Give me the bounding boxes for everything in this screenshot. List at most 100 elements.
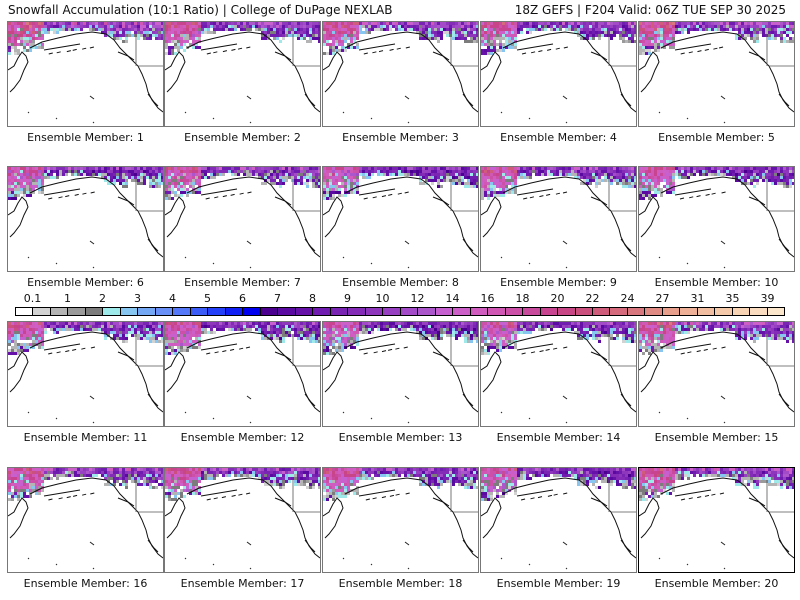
snowfall-cell <box>732 325 735 328</box>
snowfall-cell <box>663 334 666 337</box>
snowfall-cell <box>639 328 642 331</box>
snowfall-cell <box>255 22 258 25</box>
snowfall-cell <box>306 22 309 25</box>
snowfall-cell <box>234 322 237 325</box>
snowfall-cell <box>422 331 425 334</box>
snowfall-cell <box>335 43 338 46</box>
snowfall-cell <box>252 170 255 173</box>
snowfall-cell <box>771 25 774 28</box>
snowfall-cell <box>17 25 20 28</box>
snowfall-cell <box>291 325 294 328</box>
snowfall-cell <box>174 331 177 334</box>
snowfall-cell <box>14 489 17 492</box>
snowfall-cell <box>657 322 660 325</box>
snowfall-cell <box>628 176 631 179</box>
snowfall-cell <box>443 179 446 182</box>
snowfall-cell <box>158 331 161 334</box>
snowfall-cell <box>461 170 464 173</box>
snowfall-cell <box>648 40 651 43</box>
snowfall-cell <box>496 22 499 25</box>
snowfall-cell <box>350 340 353 343</box>
snowfall-cell <box>149 474 152 477</box>
snowfall-cell <box>669 176 672 179</box>
snowfall-cell <box>107 170 110 173</box>
snowfall-cell <box>437 34 440 37</box>
snowfall-cell <box>425 334 428 337</box>
snowfall-cell <box>678 176 681 179</box>
snowfall-cell <box>326 340 329 343</box>
snowfall-cell <box>496 28 499 31</box>
snowfall-cell <box>116 468 119 471</box>
snowfall-cell <box>267 31 270 34</box>
snowfall-cell <box>146 477 149 480</box>
snowfall-cell <box>705 170 708 173</box>
snowfall-cell <box>499 325 502 328</box>
snowfall-cell <box>461 37 464 40</box>
snowfall-cell <box>38 343 41 346</box>
snowfall-cell <box>786 179 789 182</box>
snowfall-cell <box>92 468 95 471</box>
snowfall-cell <box>577 325 580 328</box>
snowfall-cell <box>329 28 332 31</box>
snowfall-cell <box>422 182 425 185</box>
snowfall-cell <box>508 334 511 337</box>
snowfall-cell <box>744 28 747 31</box>
snowfall-cell <box>625 22 628 25</box>
snowfall-cell <box>177 43 180 46</box>
snowfall-cell <box>401 322 404 325</box>
snowfall-cell <box>484 179 487 182</box>
snowfall-cell <box>380 22 383 25</box>
snowfall-cell <box>726 322 729 325</box>
snowfall-cell <box>386 170 389 173</box>
snowfall-cell <box>125 337 128 340</box>
snowfall-cell <box>520 28 523 31</box>
snowfall-cell <box>180 25 183 28</box>
aleutian-island <box>65 350 70 353</box>
snowfall-cell <box>152 185 155 188</box>
snowfall-cell <box>273 22 276 25</box>
snowfall-cell <box>219 22 222 25</box>
snowfall-cell <box>642 52 645 55</box>
snowfall-cell <box>493 34 496 37</box>
snowfall-cell <box>410 167 413 170</box>
snowfall-cell <box>496 322 499 325</box>
snowfall-cell <box>505 34 508 37</box>
snowfall-cell <box>669 334 672 337</box>
snowfall-cell <box>786 340 789 343</box>
snowfall-cell <box>41 182 44 185</box>
snowfall-cell <box>669 331 672 334</box>
snowfall-cell <box>122 334 125 337</box>
snowfall-cell <box>353 179 356 182</box>
snowfall-cell <box>306 322 309 325</box>
snowfall-cell <box>628 34 631 37</box>
snowfall-cell <box>392 25 395 28</box>
snowfall-cell <box>672 28 675 31</box>
snowfall-cell <box>41 331 44 334</box>
snowfall-cell <box>192 22 195 25</box>
snowfall-cell <box>371 331 374 334</box>
snowfall-cell <box>231 322 234 325</box>
snowfall-cell <box>553 22 556 25</box>
snowfall-cell <box>669 34 672 37</box>
aleutian-island <box>363 352 368 355</box>
snowfall-cell <box>452 25 455 28</box>
snowfall-cell <box>20 185 23 188</box>
snowfall-cell <box>449 22 452 25</box>
snowfall-cell <box>92 328 95 331</box>
snowfall-cell <box>282 340 285 343</box>
snowfall-cell <box>303 34 306 37</box>
snowfall-cell <box>750 173 753 176</box>
snowfall-cell <box>708 25 711 28</box>
snowfall-cell <box>613 322 616 325</box>
snowfall-cell <box>747 325 750 328</box>
snowfall-cell <box>198 346 201 349</box>
snowfall-cell <box>8 352 11 355</box>
snowfall-cell <box>374 322 377 325</box>
snowfall-cell <box>140 167 143 170</box>
snowfall-cell <box>577 34 580 37</box>
snowfall-cell <box>622 34 625 37</box>
snowfall-cell <box>341 346 344 349</box>
snowfall-cell <box>86 22 89 25</box>
snowfall-cell <box>783 173 786 176</box>
snowfall-cell <box>669 325 672 328</box>
